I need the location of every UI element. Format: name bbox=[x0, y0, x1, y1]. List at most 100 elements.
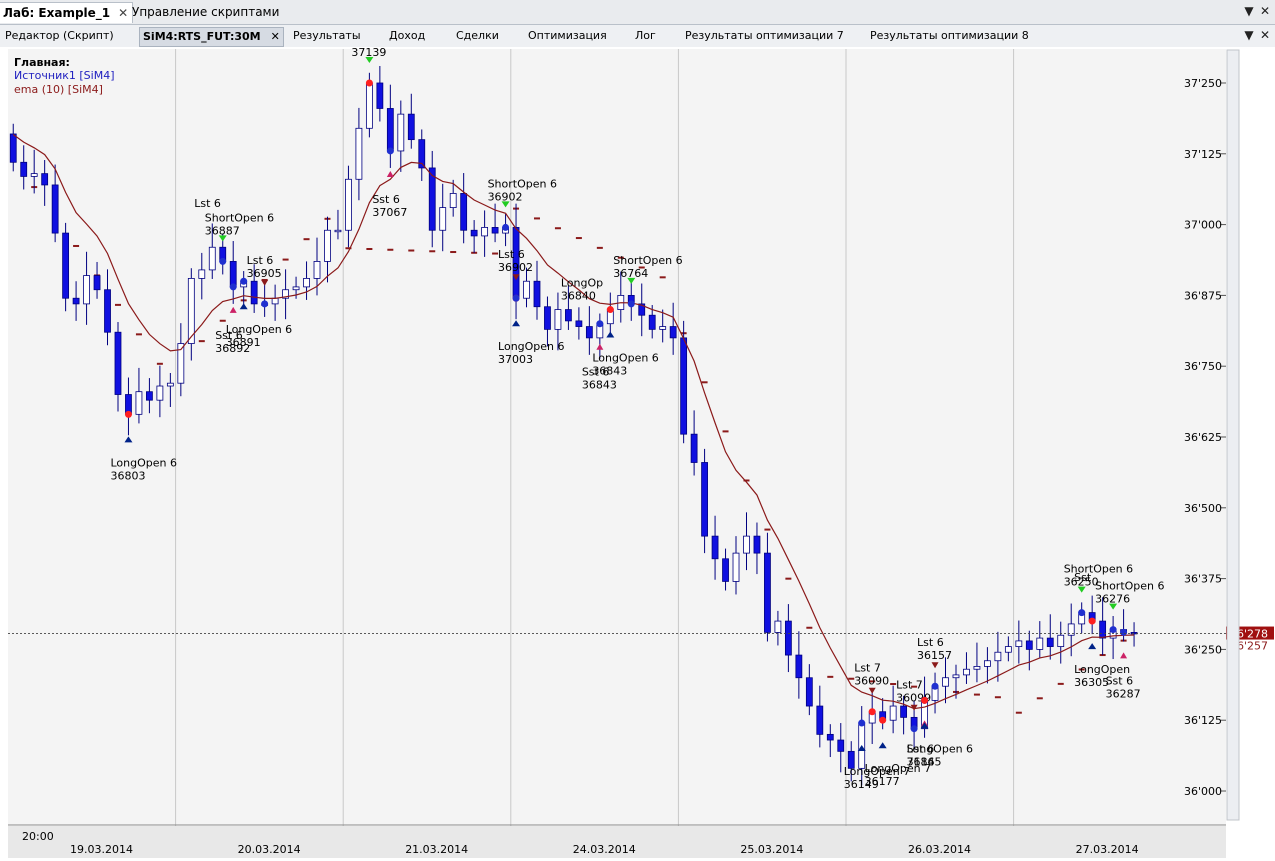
candle-body bbox=[837, 739, 845, 752]
stop-dash bbox=[869, 680, 876, 683]
candle-body bbox=[397, 113, 405, 152]
sell-arrow-icon bbox=[1077, 586, 1086, 593]
signal-label: LongOpen 6 bbox=[592, 352, 659, 365]
stop-dash bbox=[994, 696, 1001, 699]
trade-dot bbox=[1078, 609, 1086, 617]
candle-body bbox=[470, 229, 478, 237]
candle-body bbox=[250, 280, 258, 305]
buy-arrow-icon bbox=[512, 320, 521, 327]
close-icon[interactable]: ✕ bbox=[118, 6, 129, 20]
candle-body bbox=[533, 280, 541, 308]
candle-body bbox=[816, 705, 824, 735]
signal-label: Sst 6 bbox=[582, 366, 610, 379]
candle-body bbox=[104, 289, 111, 333]
candle-body bbox=[365, 82, 373, 129]
exit-short-icon bbox=[261, 279, 269, 286]
stop-dash bbox=[533, 217, 540, 220]
stop-dash bbox=[911, 685, 918, 688]
candle-body bbox=[9, 133, 17, 163]
candle-body bbox=[93, 275, 101, 291]
exit-short-icon bbox=[910, 704, 918, 711]
candle-body bbox=[208, 246, 216, 271]
tab-trades[interactable]: Сделки bbox=[456, 29, 499, 42]
x-tick-label: 19.03.2014 bbox=[70, 843, 133, 856]
sell-arrow-icon bbox=[1109, 603, 1118, 610]
time-axis-background bbox=[8, 826, 1226, 858]
candle-body bbox=[418, 139, 426, 169]
candle-body bbox=[187, 278, 195, 344]
candle-body bbox=[732, 552, 740, 582]
candle-body bbox=[722, 558, 729, 582]
stop-dash bbox=[1057, 682, 1064, 685]
y-tick-label: 36'625 bbox=[1184, 431, 1222, 444]
stop-dash bbox=[450, 251, 457, 254]
close-icon[interactable]: ✕ bbox=[1259, 4, 1271, 18]
signal-label: LongOpen bbox=[1074, 663, 1130, 676]
signal-price: 36250 bbox=[1064, 576, 1099, 589]
last-price-label: 36'278 bbox=[1230, 628, 1268, 641]
signal-price: 36149 bbox=[844, 778, 879, 791]
x-tick-label: 25.03.2014 bbox=[740, 843, 803, 856]
tab-opt-results-8[interactable]: Результаты оптимизации 8 bbox=[870, 29, 1029, 42]
chart-area[interactable]: 37'250 37'125 37'000 36'875 36'750 36'625 36'5… bbox=[0, 33, 1275, 858]
chevron-down-icon[interactable]: ▼ bbox=[1244, 28, 1254, 42]
signal-price: 36276 bbox=[1095, 593, 1130, 606]
y-tick-label: 37'125 bbox=[1184, 148, 1222, 161]
trade-dot bbox=[868, 708, 876, 716]
trade-dot bbox=[910, 725, 918, 733]
signal-label: LongOpen 7 bbox=[865, 762, 932, 775]
candle-body bbox=[481, 227, 489, 237]
candle-body bbox=[847, 750, 855, 769]
tab-opt-results-7[interactable]: Результаты оптимизации 7 bbox=[685, 29, 844, 42]
time-label: 20:00 bbox=[22, 830, 54, 843]
y-axis: 37'250 37'125 37'000 36'875 36'750 36'625 36'5… bbox=[1184, 77, 1226, 798]
price-chart-svg[interactable]: 37'250 37'125 37'000 36'875 36'750 36'625 36'5… bbox=[0, 33, 1275, 858]
signal-label: Lst 6 bbox=[917, 636, 944, 649]
tab-income[interactable]: Доход bbox=[389, 29, 426, 42]
stop-dash bbox=[575, 237, 582, 240]
tab-optimization[interactable]: Оптимизация bbox=[528, 29, 607, 42]
candle-body bbox=[156, 385, 164, 401]
y-tick-label: 36'875 bbox=[1184, 289, 1222, 302]
trade-dot bbox=[921, 696, 929, 704]
stop-dash bbox=[1015, 711, 1022, 714]
tab-chart[interactable]: SiM4:RTS_FUT:30M ✕ bbox=[139, 27, 284, 47]
signal-label: LongOpen 6 bbox=[907, 742, 974, 755]
candle-body bbox=[795, 654, 803, 679]
signal-price: 36905 bbox=[247, 267, 282, 280]
close-icon[interactable]: ✕ bbox=[1259, 28, 1271, 42]
candle-body bbox=[659, 326, 667, 330]
exit-long-icon bbox=[596, 343, 604, 350]
signal-price: 36902 bbox=[488, 190, 523, 203]
doc-tab-script-manager[interactable]: Управление скриптами bbox=[128, 2, 283, 22]
candle-body bbox=[72, 297, 80, 305]
candle-body bbox=[952, 674, 960, 679]
candle-body bbox=[166, 382, 174, 387]
sell-arrow-icon bbox=[218, 235, 227, 242]
stop-dash bbox=[659, 276, 666, 279]
x-tick-label: 27.03.2014 bbox=[1076, 843, 1139, 856]
candle-body bbox=[774, 620, 782, 633]
signal-price: 37003 bbox=[498, 353, 533, 366]
candle-body bbox=[386, 108, 394, 152]
candle-body bbox=[784, 620, 792, 656]
signal-label: ShortOpen 6 bbox=[1064, 563, 1133, 576]
stop-dash bbox=[135, 333, 142, 336]
stop-dash bbox=[743, 479, 750, 482]
y-tick-label: 36'750 bbox=[1184, 360, 1222, 373]
stop-dash bbox=[1078, 668, 1085, 671]
tab-log[interactable]: Лог bbox=[635, 29, 656, 42]
vertical-scrollbar[interactable] bbox=[1226, 49, 1240, 821]
stop-dash bbox=[722, 430, 729, 433]
trade-dot bbox=[219, 257, 227, 265]
close-icon[interactable]: ✕ bbox=[270, 30, 280, 43]
signal-label: LongOpen 7 bbox=[844, 765, 911, 778]
doc-tab-lab[interactable]: Лаб: Example_1 ✕ bbox=[0, 2, 134, 23]
signal-price: 36887 bbox=[205, 224, 240, 237]
chevron-down-icon[interactable]: ▼ bbox=[1244, 4, 1254, 18]
candle-body bbox=[575, 320, 583, 327]
candle-body bbox=[743, 535, 750, 554]
tab-editor[interactable]: Редактор (Скрипт) bbox=[5, 29, 114, 42]
trade-dot bbox=[502, 223, 510, 231]
tab-results[interactable]: Результаты bbox=[293, 29, 361, 42]
